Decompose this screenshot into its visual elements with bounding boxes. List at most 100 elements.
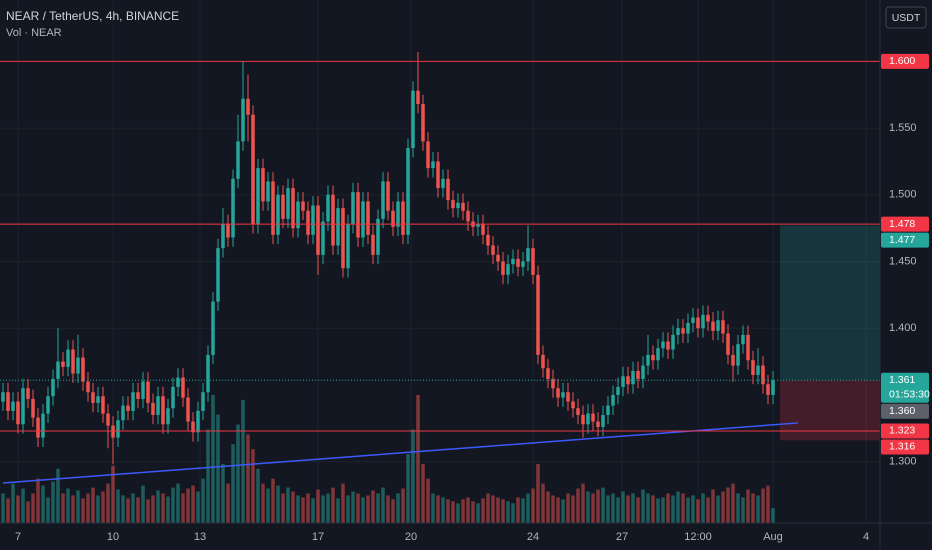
candle-body xyxy=(341,208,345,269)
position-target-zone xyxy=(780,225,880,381)
candle-body xyxy=(136,392,140,399)
candle-body xyxy=(546,368,550,379)
volume-bar xyxy=(701,493,705,523)
volume-bar xyxy=(151,495,155,523)
volume-bar xyxy=(296,495,300,523)
candle-body xyxy=(351,192,355,225)
candle-body xyxy=(541,354,545,369)
volume-bar xyxy=(481,498,485,523)
volume-bar xyxy=(191,485,195,523)
candle-body xyxy=(751,360,755,375)
candle-body xyxy=(636,370,640,379)
currency-button[interactable] xyxy=(885,6,927,29)
volume-bar xyxy=(711,489,715,523)
volume-bar xyxy=(686,497,690,523)
volume-bar xyxy=(111,465,115,523)
price-tag xyxy=(881,53,929,69)
volume-bar xyxy=(466,497,470,523)
chart-subtitle: Vol · NEAR xyxy=(6,27,62,39)
candle-body xyxy=(756,365,760,375)
candle-body xyxy=(616,386,620,395)
volume-bar xyxy=(731,483,735,523)
volume-bar xyxy=(161,493,165,523)
candle-body xyxy=(426,141,430,169)
volume-bar xyxy=(21,488,25,523)
candle-body xyxy=(291,188,295,229)
volume-bar xyxy=(526,493,530,523)
volume-bar xyxy=(516,497,520,523)
candle-body xyxy=(156,396,160,415)
position-stop-zone xyxy=(780,380,880,441)
volume-bar xyxy=(541,483,545,523)
candle-body xyxy=(176,377,180,387)
volume-bar xyxy=(606,495,610,523)
volume-bar xyxy=(166,496,170,523)
x-tick-label: 7 xyxy=(15,531,21,543)
candle-body xyxy=(346,224,350,269)
candle-body xyxy=(61,361,65,367)
volume-bar xyxy=(11,483,15,523)
candle-body xyxy=(311,205,315,235)
currency-label[interactable]: USDT xyxy=(892,12,921,24)
volume-bar xyxy=(171,487,175,523)
volume-bar xyxy=(286,487,290,523)
candle-body xyxy=(361,201,365,238)
volume-bar xyxy=(761,488,765,523)
candle-body xyxy=(111,425,115,438)
volume-bar xyxy=(646,493,650,523)
candle-body xyxy=(16,401,20,425)
candle-body xyxy=(506,264,510,275)
volume-bar xyxy=(561,499,565,523)
candle-body xyxy=(686,322,690,334)
price-tag xyxy=(881,403,929,419)
candle-body xyxy=(411,90,415,149)
candle-body xyxy=(181,377,185,398)
candle-body xyxy=(581,414,585,425)
price-tag-label: 1.477 xyxy=(889,234,915,246)
volume-bar xyxy=(261,483,265,523)
candle-body xyxy=(446,178,450,201)
candle-body xyxy=(286,188,290,219)
volume-bar xyxy=(96,495,100,523)
volume-bar xyxy=(51,481,55,523)
candle-body xyxy=(681,328,685,334)
candle-body xyxy=(301,201,305,211)
volume-bar xyxy=(681,493,685,523)
candle-body xyxy=(491,245,495,255)
price-tag-label: 1.478 xyxy=(889,218,915,230)
x-tick-label: Aug xyxy=(763,531,783,543)
candle-body xyxy=(406,148,410,235)
candle-body xyxy=(511,258,515,265)
volume-bar xyxy=(611,493,615,523)
volume-bar xyxy=(196,491,200,523)
candle-body xyxy=(6,392,10,411)
volume-bar xyxy=(411,429,415,523)
candle-body xyxy=(421,104,425,142)
candle-body xyxy=(331,194,335,246)
volume-bar xyxy=(506,501,510,523)
candle-body xyxy=(316,205,320,255)
candle-body xyxy=(521,261,525,267)
candle-body xyxy=(201,392,205,411)
candle-body xyxy=(196,410,200,433)
candle-body xyxy=(606,405,610,415)
candle-body xyxy=(391,210,395,227)
x-tick-label: 13 xyxy=(194,531,206,543)
volume-bar xyxy=(46,497,50,523)
candle-body xyxy=(386,181,390,211)
candle-body xyxy=(126,405,130,411)
trend-line xyxy=(2,422,799,484)
volume-bar xyxy=(91,487,95,523)
y-tick-label: 1.550 xyxy=(889,122,917,134)
candle-body xyxy=(216,248,220,302)
axis-layer: 1.550 1.500 1.450 1.400 1.300 7 10 13 17 20 24 27 12… xyxy=(15,53,930,543)
volume-bar xyxy=(601,487,605,523)
volume-bar xyxy=(6,498,10,523)
candle-body xyxy=(41,413,45,438)
candle-body xyxy=(401,201,405,235)
candle-body xyxy=(71,349,75,374)
candle-body xyxy=(486,234,490,246)
volume-bar xyxy=(651,495,655,523)
candle-body xyxy=(566,392,570,402)
